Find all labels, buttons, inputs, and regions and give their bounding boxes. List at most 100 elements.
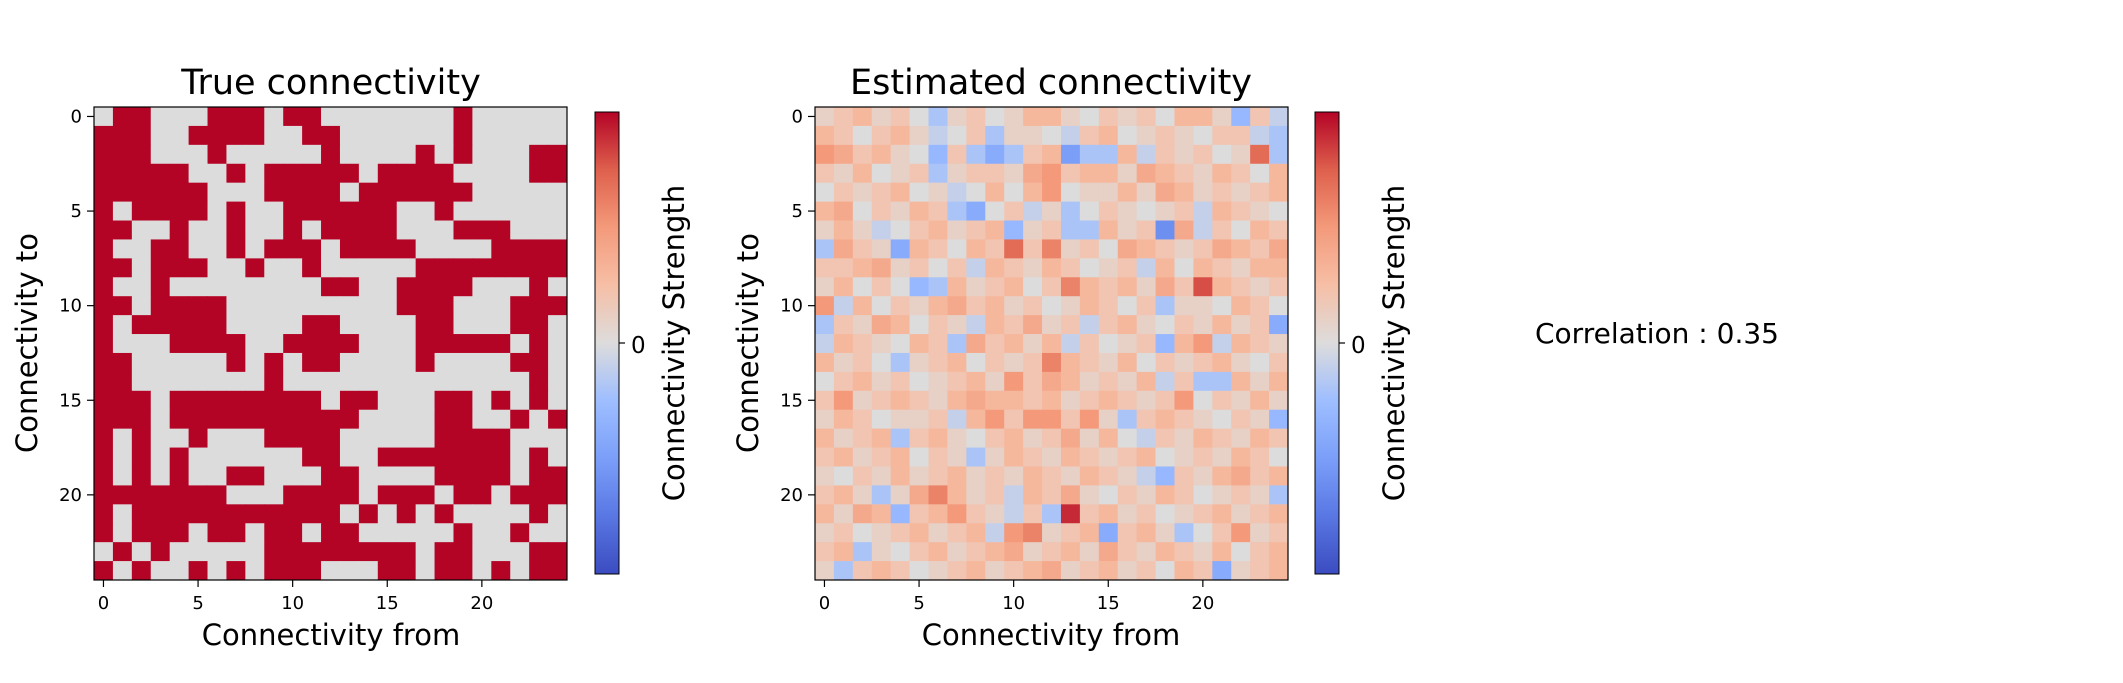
heatmap-cell: [815, 125, 835, 146]
heatmap-cell: [377, 466, 398, 486]
heatmap-cell: [112, 107, 133, 127]
heatmap-cell: [207, 258, 227, 278]
heatmap-cell: [890, 239, 911, 259]
heatmap-cell: [169, 239, 190, 259]
heatmap-cell: [226, 409, 246, 430]
heatmap-cell: [909, 144, 930, 165]
heatmap-cell: [302, 466, 322, 486]
heatmap-cell: [131, 125, 152, 146]
heatmap-cell: [302, 561, 322, 581]
heatmap-cell: [245, 352, 265, 373]
heatmap-cell: [510, 561, 530, 581]
heatmap-cell: [207, 182, 227, 203]
heatmap-cell: [1079, 201, 1100, 222]
heatmap-cell: [947, 428, 967, 449]
heatmap-cell: [909, 523, 930, 543]
heatmap-cell: [283, 125, 303, 146]
heatmap-cell: [377, 315, 398, 335]
heatmap-cell: [1269, 485, 1289, 505]
heatmap-cell: [472, 390, 492, 411]
heatmap-cell: [852, 163, 873, 184]
heatmap-cell: [415, 428, 436, 449]
heatmap-cell: [150, 485, 171, 505]
heatmap-cell: [302, 447, 322, 467]
heatmap-cell: [529, 258, 549, 278]
heatmap-cell: [453, 163, 473, 184]
heatmap-cell: [1042, 390, 1062, 411]
heatmap-cell: [890, 447, 911, 467]
heatmap-cell: [491, 163, 511, 184]
heatmap-cell: [1155, 466, 1175, 486]
heatmap-cell: [453, 334, 473, 354]
heatmap-cell: [529, 296, 549, 316]
heatmap-cell: [966, 125, 986, 146]
heatmap-cell: [1136, 352, 1157, 373]
heatmap-cell: [1117, 239, 1138, 259]
heatmap-cell: [1212, 107, 1232, 127]
heatmap-cell: [188, 542, 209, 562]
heatmap-cell: [928, 485, 948, 505]
heatmap-cell: [833, 182, 854, 203]
heatmap-cell: [1212, 371, 1232, 392]
heatmap-cell: [491, 523, 511, 543]
heatmap-cell: [1079, 107, 1100, 127]
heatmap-cell: [947, 296, 967, 316]
heatmap-cell: [1212, 409, 1232, 430]
heatmap-cell: [1174, 125, 1194, 146]
heatmap-cell: [871, 352, 892, 373]
x-tick-label: 0: [98, 593, 109, 614]
heatmap-cell: [491, 542, 511, 562]
heatmap-cell: [1004, 466, 1024, 486]
heatmap-cell: [112, 485, 133, 505]
heatmap-cell: [1136, 125, 1157, 146]
heatmap-cell: [1136, 334, 1157, 354]
heatmap-cell: [453, 390, 473, 411]
heatmap-cell: [548, 315, 568, 335]
heatmap-cell: [321, 182, 341, 203]
heatmap-cell: [1231, 523, 1251, 543]
heatmap-cell: [264, 523, 284, 543]
heatmap-cell: [1174, 315, 1194, 335]
heatmap-cell: [339, 220, 360, 240]
heatmap-cell: [94, 504, 114, 524]
heatmap-cell: [1231, 182, 1251, 203]
heatmap-cell: [1193, 504, 1213, 524]
heatmap-cell: [1212, 390, 1232, 411]
heatmap-cell: [491, 239, 511, 259]
heatmap-cell: [472, 315, 492, 335]
heatmap-cell: [377, 504, 398, 524]
heatmap-cell: [890, 428, 911, 449]
heatmap-cell: [833, 371, 854, 392]
heatmap-cell: [377, 409, 398, 430]
heatmap-cell: [928, 561, 948, 581]
heatmap-cell: [1174, 447, 1194, 467]
heatmap-cell: [871, 334, 892, 354]
heatmap-cell: [966, 561, 986, 581]
x-tick-label: 20: [470, 593, 493, 614]
heatmap-cell: [226, 334, 246, 354]
heatmap-cell: [415, 163, 436, 184]
heatmap-cell: [1023, 296, 1043, 316]
heatmap-cell: [815, 144, 835, 165]
heatmap-cell: [1004, 447, 1024, 467]
heatmap-cell: [1023, 542, 1043, 562]
heatmap-cell: [1042, 182, 1062, 203]
heatmap-cell: [1250, 485, 1270, 505]
heatmap-cell: [264, 125, 284, 146]
heatmap-cell: [1060, 334, 1081, 354]
heatmap-cell: [510, 201, 530, 222]
heatmap-cell: [377, 163, 398, 184]
heatmap-cell: [94, 315, 114, 335]
heatmap-cell: [1098, 352, 1119, 373]
chart-title: Estimated connectivity: [850, 63, 1252, 103]
heatmap-cell: [434, 296, 454, 316]
heatmap-cell: [1269, 561, 1289, 581]
heatmap-cell: [1136, 447, 1157, 467]
heatmap-cell: [1136, 296, 1157, 316]
heatmap-cell: [434, 371, 454, 392]
plot-frame: [93, 106, 568, 581]
heatmap-cell: [264, 107, 284, 127]
heatmap-cell: [1060, 182, 1081, 203]
heatmap-cell: [510, 542, 530, 562]
